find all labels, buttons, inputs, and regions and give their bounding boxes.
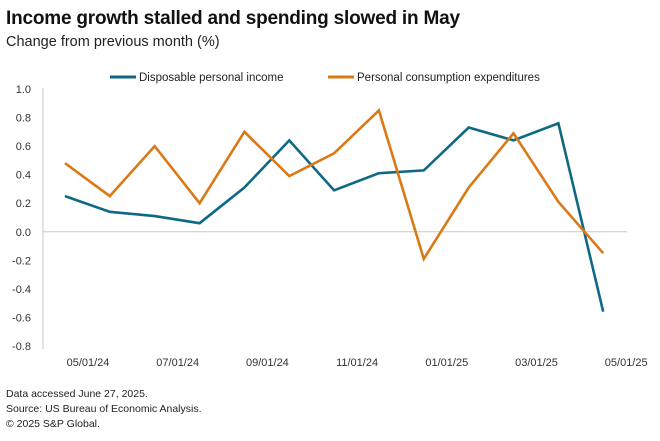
y-tick-label: -0.6 <box>12 312 31 324</box>
legend-label: Disposable personal income <box>139 72 283 84</box>
x-tick-label: 05/01/24 <box>67 357 110 369</box>
y-tick-label: 0.0 <box>16 227 31 239</box>
footer-copyright: © 2025 S&P Global. <box>6 418 100 430</box>
legend: Disposable personal income Personal consu… <box>110 72 540 84</box>
y-tick-label: -0.8 <box>12 341 31 353</box>
footer-notes: Data accessed June 27, 2025. Source: US … <box>6 387 202 432</box>
axes: 1.0 0.8 0.6 0.4 0.2 0.0 -0.2 -0.4 -0.6 -0.8 05/01/… <box>12 84 648 369</box>
x-tick-label: 09/01/24 <box>246 357 289 369</box>
series-lines <box>64 107 605 313</box>
y-tick-label: 1.0 <box>16 84 31 96</box>
series-line-consumption-expenditures <box>64 107 605 263</box>
footer-source: Source: US Bureau of Economic Analysis. <box>6 403 202 415</box>
chart-title: Income growth stalled and spending slowe… <box>6 8 460 29</box>
y-tick-label: 0.2 <box>16 198 31 210</box>
y-tick-label: 0.4 <box>16 170 31 182</box>
chart-subtitle: Change from previous month (%) <box>6 34 220 50</box>
legend-label: Personal consumption expenditures <box>357 72 540 84</box>
x-tick-label: 07/01/24 <box>156 357 199 369</box>
footer-data-accessed: Data accessed June 27, 2025. <box>6 388 148 400</box>
y-tick-label: 0.8 <box>16 113 31 125</box>
y-tick-label: 0.6 <box>16 141 31 153</box>
x-tick-label: 05/01/25 <box>605 357 648 369</box>
x-tick-label: 11/01/24 <box>336 357 378 369</box>
x-tick-label: 03/01/25 <box>515 357 558 369</box>
x-tick-label: 01/01/25 <box>425 357 468 369</box>
y-tick-label: -0.4 <box>12 284 31 296</box>
y-tick-label: -0.2 <box>12 255 31 267</box>
